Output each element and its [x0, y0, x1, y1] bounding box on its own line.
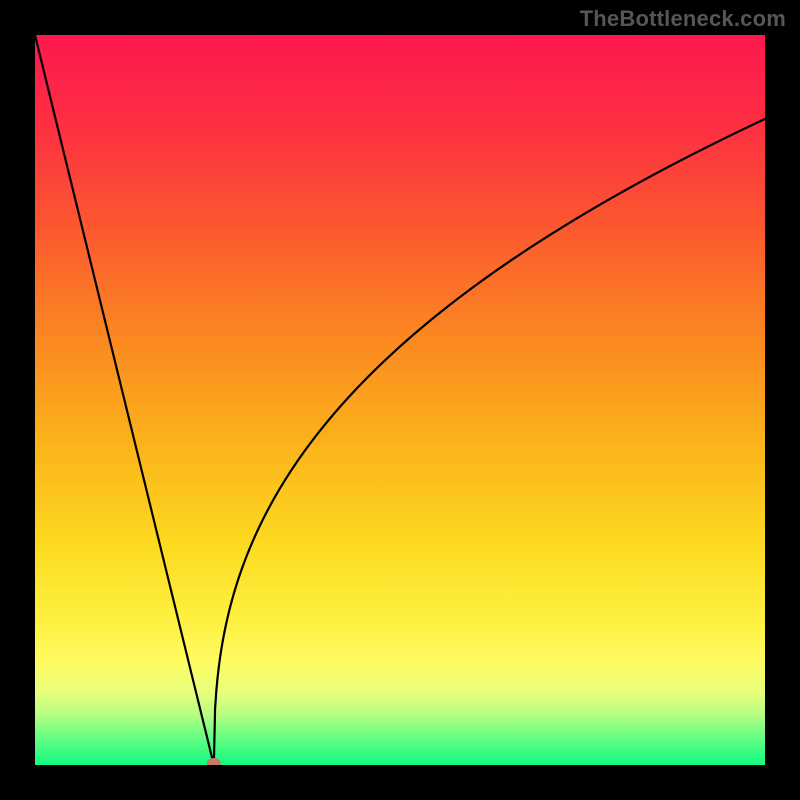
chart-container: { "watermark": { "text": "TheBottleneck.…	[0, 0, 800, 800]
watermark-text: TheBottleneck.com	[580, 6, 786, 32]
gradient-background	[35, 35, 765, 765]
bottleneck-chart	[35, 35, 765, 765]
